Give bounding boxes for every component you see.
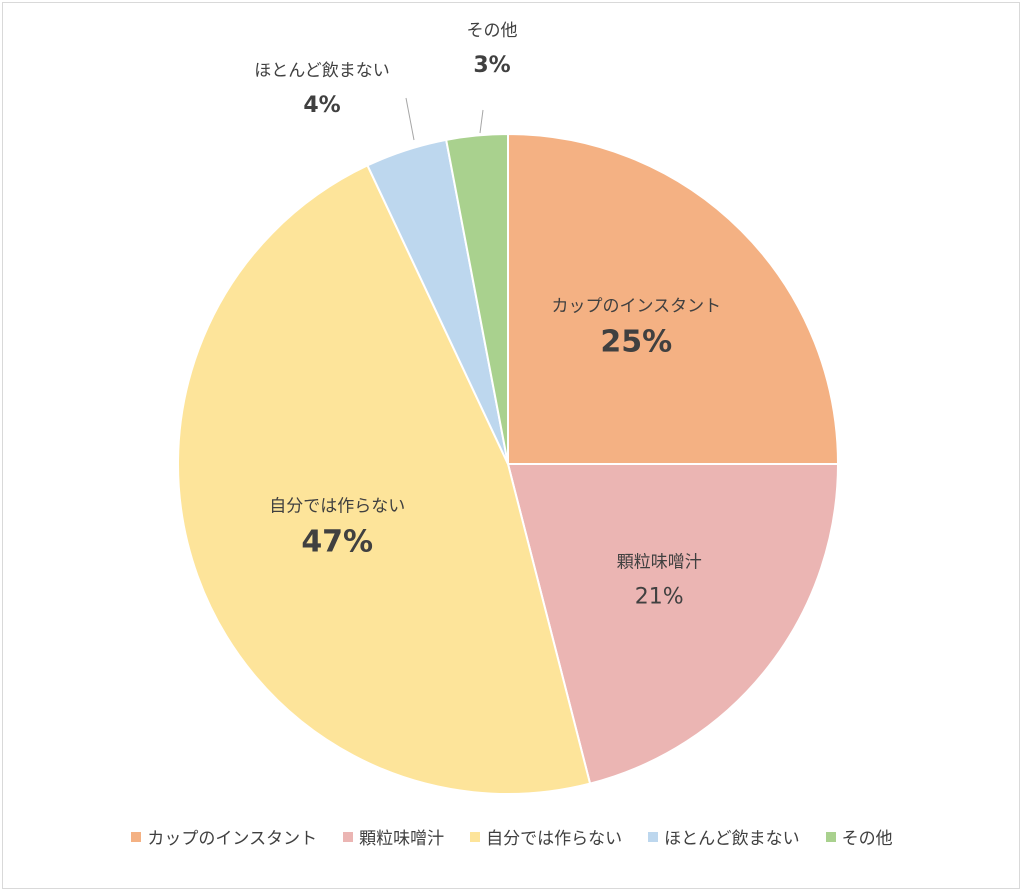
slice-category-label: ほとんど飲まない xyxy=(254,61,390,81)
slice-percent-label: 47% xyxy=(301,524,373,559)
legend-label: 顆粒味噌汁 xyxy=(359,829,445,849)
chart-legend: カップのインスタント 顆粒味噌汁 自分では作らない ほとんど飲まない その他 xyxy=(0,824,1024,849)
slice-category-label: 顆粒味噌汁 xyxy=(617,552,702,572)
legend-swatch xyxy=(825,831,836,842)
legend-item: その他 xyxy=(825,824,893,849)
pie-slice xyxy=(507,132,840,465)
slice-category-label: カップのインスタント xyxy=(552,297,722,317)
legend-item: カップのインスタント xyxy=(131,824,317,849)
legend-swatch xyxy=(131,831,142,842)
legend-label: カップのインスタント xyxy=(147,829,318,849)
legend-label: ほとんど飲まない xyxy=(664,829,800,849)
legend-item: ほとんど飲まない xyxy=(648,824,800,849)
legend-item: 自分では作らない xyxy=(470,824,622,849)
slice-percent-label: 4% xyxy=(303,93,340,118)
legend-swatch xyxy=(648,831,659,842)
slice-category-label: その他 xyxy=(467,21,518,41)
legend-label: その他 xyxy=(841,829,893,849)
legend-label: 自分では作らない xyxy=(486,829,623,849)
legend-item: 顆粒味噌汁 xyxy=(343,824,444,849)
pie-slice xyxy=(444,132,509,465)
slice-percent-label: 25% xyxy=(600,325,672,360)
leader-line xyxy=(479,109,484,134)
slice-percent-label: 21% xyxy=(635,584,684,609)
leader-line xyxy=(405,97,415,141)
slice-percent-label: 3% xyxy=(473,53,510,78)
pie-slice xyxy=(506,463,840,785)
slice-category-label: 自分では作らない xyxy=(269,496,405,516)
pie-slice xyxy=(177,164,592,795)
legend-swatch xyxy=(470,831,481,842)
legend-swatch xyxy=(343,831,354,842)
